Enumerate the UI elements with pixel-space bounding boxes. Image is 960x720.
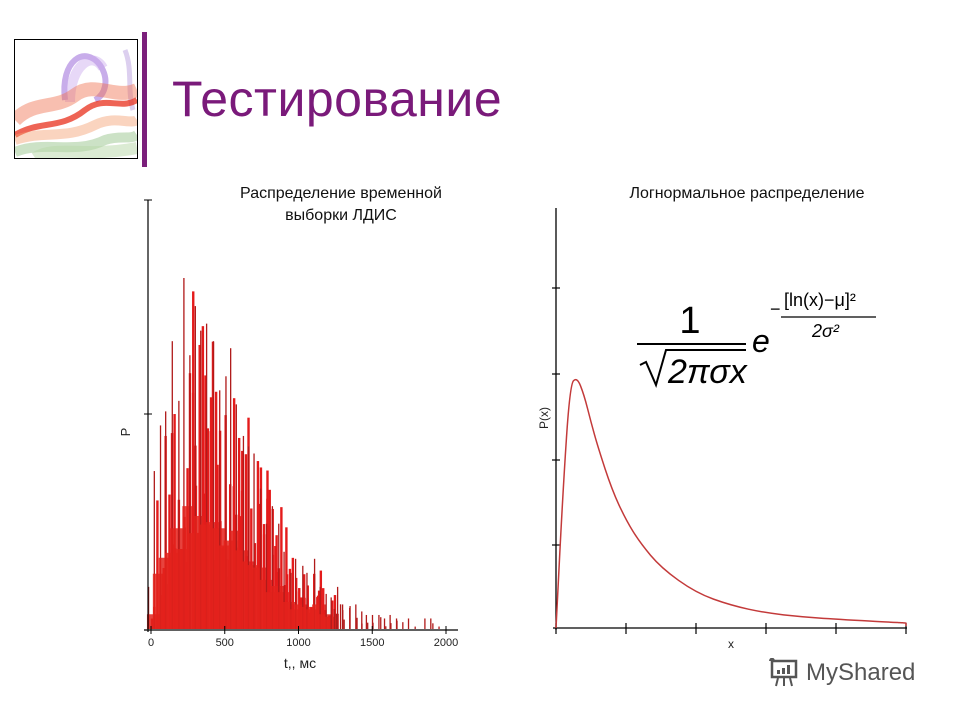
- formula-numerator: 1: [679, 300, 700, 342]
- accent-divider: [142, 32, 147, 167]
- right-chart-title: Логнормальное распределение: [629, 185, 865, 202]
- logo-image: [14, 39, 138, 159]
- left-x-label: t,, мс: [284, 655, 316, 671]
- right-y-ticks: [552, 287, 560, 546]
- formula-base: e: [752, 323, 770, 359]
- formula-sign: −: [770, 299, 781, 319]
- formula-exp-denominator: 2σ²: [811, 321, 840, 341]
- formula-exp-numerator: [ln(x)−μ]²: [784, 290, 856, 310]
- formula-denominator: 2πσx: [667, 353, 748, 391]
- smoke-art-icon: [15, 49, 137, 158]
- histogram-bars: [146, 278, 440, 629]
- x-tick-label: 1500: [360, 637, 384, 649]
- right-x-label: x: [728, 637, 734, 651]
- left-y-label: P: [118, 428, 133, 437]
- x-tick-label: 1000: [286, 637, 310, 649]
- slide-title: Тестирование: [172, 71, 503, 127]
- left-chart-title: Распределение временной выборки ЛДИС: [196, 183, 486, 227]
- lognormal-curve: [555, 378, 907, 629]
- left-chart-title-line2: выборки ЛДИС: [285, 207, 397, 224]
- x-tick-label: 2000: [434, 637, 458, 649]
- left-chart-title-line1: Распределение временной: [240, 185, 442, 202]
- lognormal-formula: 1 2πσx e − [ln(x)−μ]² 2σ²: [637, 290, 876, 391]
- presentation-board-icon: [769, 658, 798, 687]
- right-y-label: P(x): [537, 407, 551, 429]
- x-tick-label: 500: [216, 637, 234, 649]
- watermark: MyShared: [768, 656, 915, 690]
- sqrt-icon: [639, 349, 746, 388]
- watermark-text: MyShared: [806, 659, 916, 686]
- left-x-ticks: 0 500 1000 1500 2000: [148, 626, 458, 649]
- x-tick-label: 0: [148, 637, 154, 649]
